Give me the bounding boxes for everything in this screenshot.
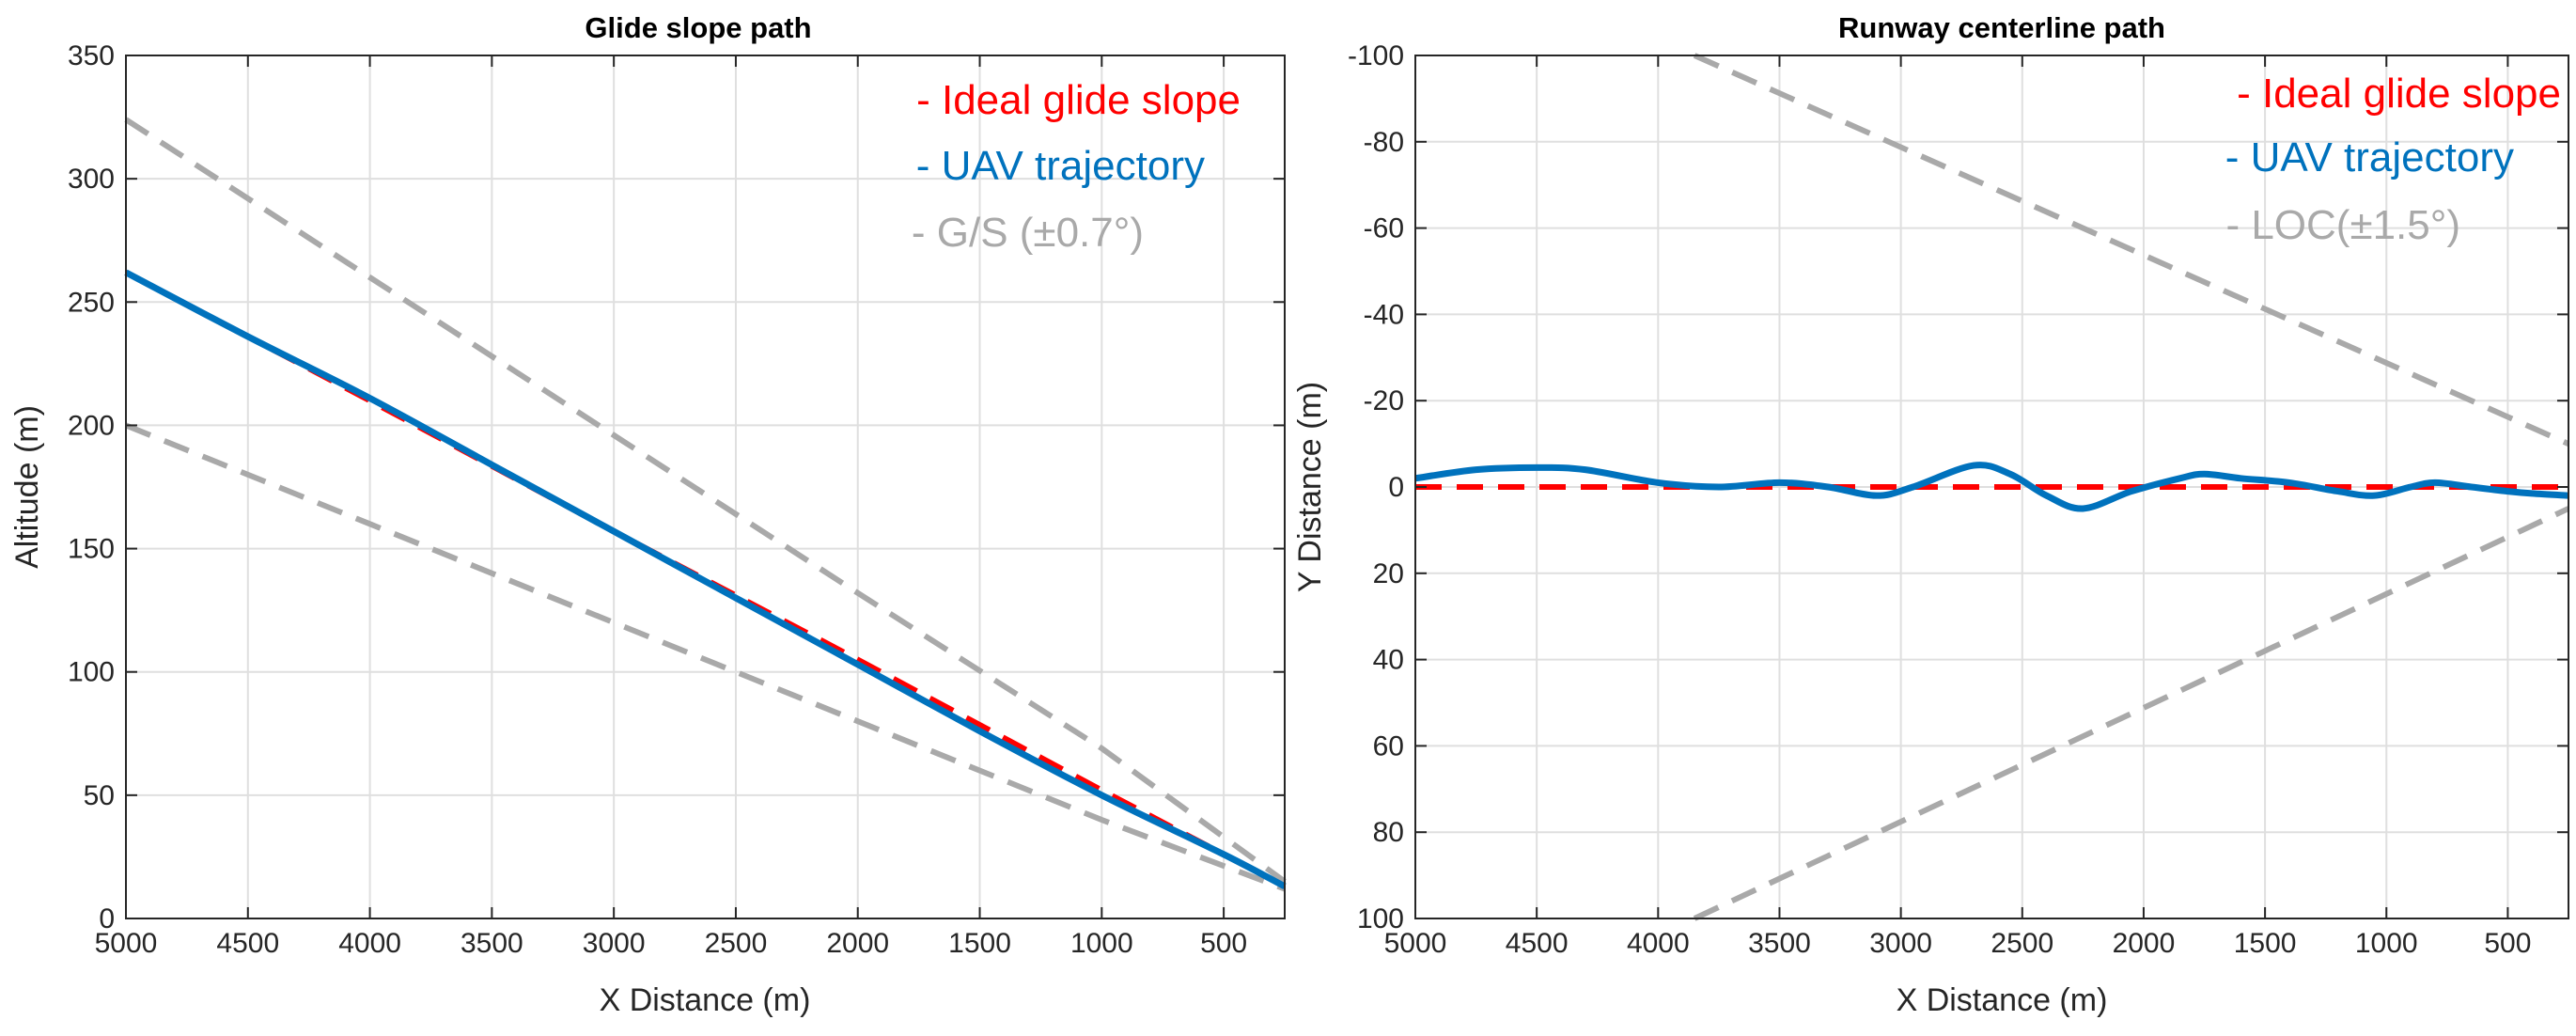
legend-entry-ideal: - Ideal glide slope [2237, 71, 2561, 117]
legend-entry-gs: - G/S (±0.7°) [912, 210, 1144, 256]
y-tick-label: -60 [1364, 213, 1404, 244]
x-tick-label: 500 [2484, 928, 2531, 959]
series-line-bound-3 [1693, 506, 2570, 921]
y-tick-label: 150 [68, 534, 115, 565]
y-ticks: 0 50 100 150 200 250 300 350 [68, 40, 1285, 934]
y-tick-label: -40 [1364, 299, 1404, 330]
x-tick-label: 4000 [338, 928, 401, 959]
chart-title: Glide slope path [585, 11, 811, 44]
glide-slope-chart: Glide slope path 5000 4500 4000 3500 3000 250… [9, 11, 1287, 1018]
x-tick-label: 1500 [948, 928, 1011, 959]
chart-title: Runway centerline path [1838, 11, 2165, 44]
x-tick-label: 2000 [2113, 928, 2176, 959]
x-tick-label: 3500 [461, 928, 523, 959]
y-tick-label: 100 [68, 657, 115, 688]
y-tick-label: 0 [1388, 472, 1404, 503]
x-tick-label: 1500 [2234, 928, 2297, 959]
x-tick-label: 5000 [1384, 928, 1447, 959]
x-ticks: 5000 4500 4000 3500 3000 2500 2000 1500 1000 500 [1384, 55, 2531, 959]
series-layer [1414, 53, 2570, 921]
y-axis-label: Altitude (m) [9, 405, 45, 569]
y-tick-label: 40 [1373, 645, 1404, 676]
y-tick-label: 300 [68, 164, 115, 195]
y-tick-label: 200 [68, 410, 115, 441]
y-tick-label: 0 [99, 903, 115, 934]
x-tick-label: 4000 [1627, 928, 1690, 959]
y-tick-label: 100 [1357, 903, 1404, 934]
y-tick-label: -20 [1364, 385, 1404, 416]
x-tick-label: 3000 [1869, 928, 1932, 959]
legend: - Ideal glide slope - UAV trajectory - G… [912, 77, 1241, 256]
x-axis-label: X Distance (m) [600, 982, 811, 1018]
y-tick-label: -100 [1348, 40, 1404, 71]
x-tick-label: 5000 [95, 928, 158, 959]
legend: - Ideal glide slope - UAV trajectory - L… [2225, 71, 2561, 248]
series-line-uav-trajectory [1414, 462, 2569, 512]
legend-entry-loc: - LOC(±1.5°) [2225, 202, 2460, 248]
x-tick-label: 500 [1200, 928, 1247, 959]
x-tick-label: 2000 [826, 928, 889, 959]
x-tick-label: 4500 [1506, 928, 1569, 959]
series-line-uav-trajectory [124, 269, 1287, 890]
y-tick-label: 350 [68, 40, 115, 71]
y-tick-label: 50 [84, 780, 115, 811]
plot-frame [125, 55, 1286, 919]
y-tick-label: 20 [1373, 558, 1404, 589]
y-tick-label: -80 [1364, 127, 1404, 158]
series-line-loc-1-5 [1693, 53, 2570, 447]
series-line-g-s-0-7 [124, 117, 1287, 885]
legend-entry-uav: - UAV trajectory [916, 143, 1205, 189]
y-ticks: -100 -80 -60 -40 -20 0 20 40 60 80 100 [1348, 40, 2568, 934]
x-tick-label: 4500 [216, 928, 279, 959]
x-tick-label: 3000 [583, 928, 646, 959]
legend-entry-ideal: - Ideal glide slope [916, 77, 1241, 123]
runway-centerline-chart: Runway centerline path 5000 4500 4000 3500 3… [1292, 11, 2570, 1018]
x-tick-label: 1000 [2355, 928, 2418, 959]
y-tick-label: 80 [1373, 817, 1404, 848]
x-tick-label: 3500 [1748, 928, 1811, 959]
x-axis-label: X Distance (m) [1897, 982, 2108, 1018]
x-tick-label: 1000 [1070, 928, 1133, 959]
legend-entry-uav: - UAV trajectory [2225, 134, 2514, 181]
y-tick-label: 250 [68, 287, 115, 318]
y-axis-label: Y Distance (m) [1292, 382, 1328, 592]
x-tick-label: 2500 [1991, 928, 2053, 959]
series-layer [124, 117, 1287, 892]
x-tick-label: 2500 [705, 928, 768, 959]
y-tick-label: 60 [1373, 730, 1404, 761]
series-line-bound-3 [124, 422, 1287, 892]
x-ticks: 5000 4500 4000 3500 3000 2500 2000 1500 1000 500 [95, 55, 1247, 959]
